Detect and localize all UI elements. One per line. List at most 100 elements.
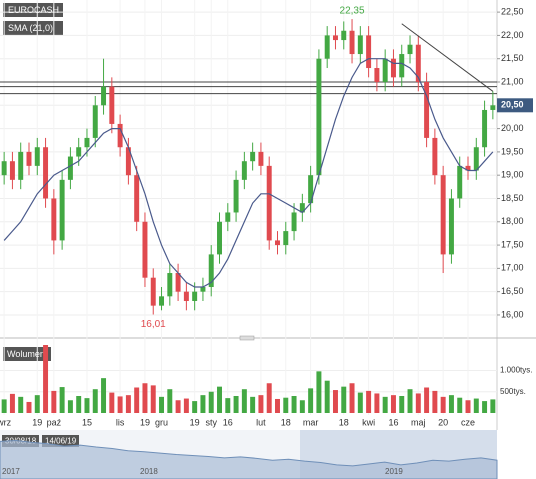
volume-bar: [192, 401, 198, 413]
volume-bar: [283, 397, 289, 413]
candle-body: [258, 151, 264, 166]
volume-bar: [183, 398, 189, 413]
volume-bar: [84, 398, 90, 413]
candle-body: [448, 198, 454, 255]
candle-body: [349, 30, 355, 55]
candle-body: [9, 161, 15, 180]
candle-body: [109, 86, 115, 124]
x-tick-label: 16: [388, 417, 398, 427]
candle-body: [101, 86, 107, 106]
volume-bar: [9, 393, 15, 413]
x-tick-label: paź: [47, 417, 62, 427]
candle-body: [125, 147, 131, 176]
navigator-year: 2017: [2, 467, 20, 476]
candle-body: [1, 161, 7, 176]
x-tick-label: 19: [32, 417, 42, 427]
volume-bar: [1, 399, 7, 413]
candle-body: [465, 165, 471, 171]
candle-body: [142, 221, 148, 278]
candle-body: [241, 161, 247, 180]
x-tick-label: 19: [190, 417, 200, 427]
legend-label: SMA (21,0): [8, 23, 53, 33]
volume-bar: [125, 395, 131, 413]
volume-bar: [473, 398, 479, 413]
candle-body: [134, 175, 140, 222]
volume-bar: [109, 392, 115, 413]
volume-bar: [382, 396, 388, 413]
candle-body: [366, 35, 372, 69]
y-tick-label: 19,50: [501, 146, 524, 156]
volume-bar: [225, 398, 231, 413]
candle-body: [43, 147, 49, 199]
volume-bar: [175, 400, 181, 413]
x-tick-label: 15: [82, 417, 92, 427]
sma-line: [3, 58, 494, 288]
candle-body: [332, 35, 338, 41]
volume-bar: [208, 391, 214, 413]
candle-body: [167, 273, 173, 297]
candle-body: [117, 123, 123, 148]
navigator-year: 2018: [140, 467, 158, 476]
candle-body: [440, 175, 446, 255]
volume-bar: [266, 383, 272, 413]
volume-bar: [101, 378, 107, 413]
candle-body: [59, 179, 65, 241]
resize-handle[interactable]: [239, 335, 255, 341]
candle-body: [316, 58, 322, 176]
volume-bar: [324, 380, 330, 413]
legend-box: [3, 21, 63, 35]
candle-body: [92, 105, 98, 138]
candle-body: [217, 221, 222, 255]
navigator-area: [0, 439, 498, 479]
x-tick-label: kwi: [362, 417, 375, 427]
y-tick-label: 17,00: [501, 263, 524, 273]
candle-body: [275, 240, 280, 246]
legend: EUROCASH SMA (21,0) Wolumen: [3, 3, 63, 361]
candle-body: [299, 203, 305, 213]
volume-bar: [457, 397, 463, 413]
candle-body: [382, 58, 388, 83]
x-tick-label: 20: [438, 417, 448, 427]
annotation: 16,01: [141, 319, 166, 330]
y-tick-label: 22,00: [501, 30, 524, 40]
candle-body: [233, 179, 239, 213]
volume-bar: [159, 396, 165, 413]
candle-body: [390, 58, 396, 78]
volume-bar: [150, 385, 156, 413]
candle-body: [225, 212, 231, 222]
candle-body: [175, 273, 181, 292]
x-tick-label: gru: [155, 417, 168, 427]
x-tick-label: lis: [116, 417, 125, 427]
y-tick-label: 1.000tys.: [500, 366, 532, 375]
volume-bar: [407, 389, 413, 413]
candle-body: [250, 151, 256, 162]
candle-body: [482, 109, 488, 148]
candle-body: [424, 82, 430, 138]
legend-box: [3, 3, 63, 17]
volume-bar: [134, 387, 140, 413]
candle-body: [432, 137, 438, 176]
volume-bar: [316, 371, 322, 413]
candle-body: [34, 147, 40, 166]
candle-body: [457, 165, 463, 199]
y-tick-label: 21,50: [501, 53, 524, 63]
volume-bar: [424, 387, 430, 413]
volume-bar: [299, 400, 305, 413]
candle-body: [490, 105, 496, 110]
x-tick-label: 19: [140, 417, 150, 427]
candle-body: [84, 137, 90, 148]
y-tick-label: 18,50: [501, 193, 524, 203]
volume-bar: [482, 401, 488, 413]
candle-body: [159, 296, 165, 306]
range-end: 14/06/19: [45, 437, 77, 446]
candle-body: [473, 147, 479, 171]
candle-body: [51, 198, 57, 241]
volume-bar: [67, 400, 73, 413]
volume-bar: [241, 389, 247, 413]
candle-body: [200, 287, 206, 292]
candle-body: [374, 68, 380, 83]
volume-bar: [43, 345, 49, 413]
candle-body: [192, 291, 198, 301]
volume-bar: [366, 390, 372, 413]
